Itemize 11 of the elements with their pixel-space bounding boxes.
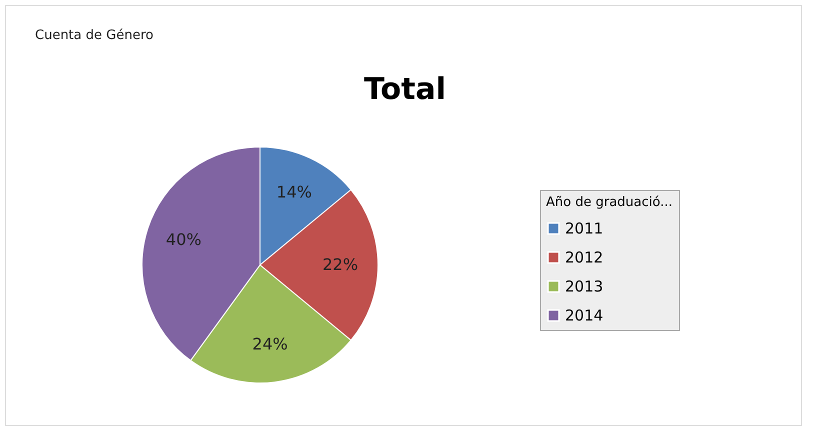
legend-label: 2012 [565, 248, 604, 266]
legend-title: Año de graduació... [546, 195, 673, 210]
chart-title: Total [364, 72, 446, 107]
legend-label: 2014 [565, 306, 604, 324]
legend-label: 2011 [565, 220, 604, 238]
data-label: 14% [276, 182, 312, 202]
legend-label: 2013 [565, 278, 604, 296]
text: Cuenta de Género [35, 28, 154, 43]
data-label: 24% [252, 334, 288, 354]
data-label: 40% [166, 230, 202, 250]
data-label: 22% [322, 255, 358, 274]
